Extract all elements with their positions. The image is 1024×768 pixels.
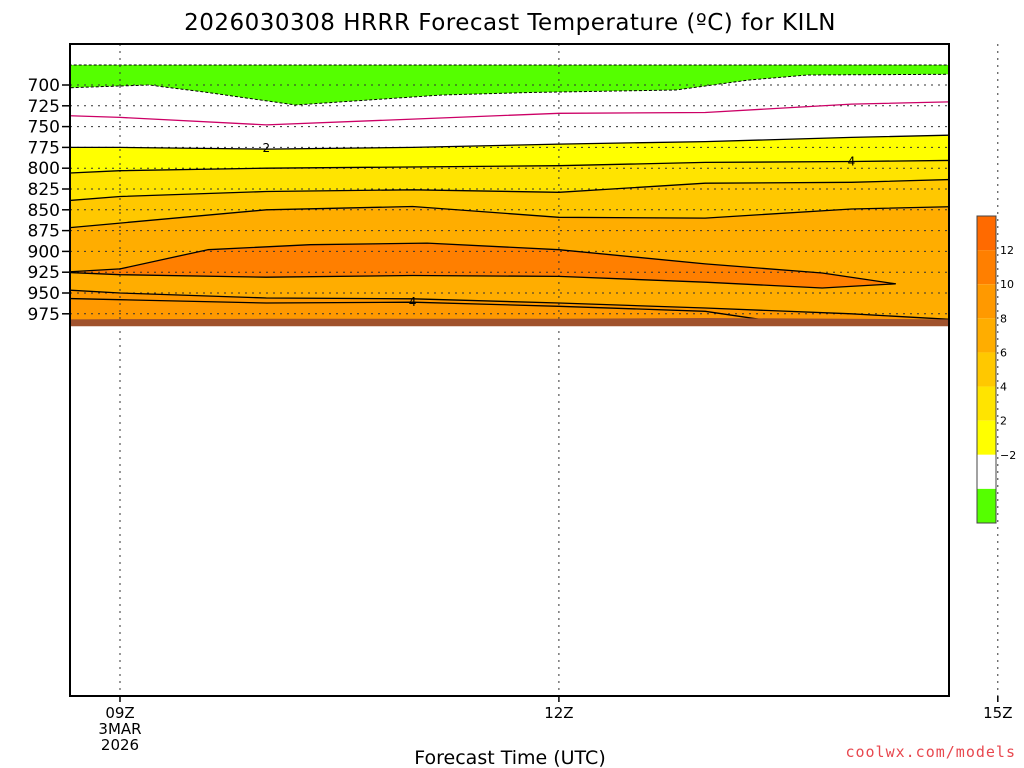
x-axis: 09Z3MAR202612Z15Z18Z21Z00Z4MAR — [98, 696, 1012, 754]
colorbar-tick-1: 10 — [1000, 278, 1014, 291]
y-tick-label-925: 925 — [28, 263, 60, 283]
isotherm-label-2-1-0: 2 — [262, 141, 270, 155]
ground-layer — [70, 318, 949, 327]
x-tick-label-9-0: 09Z — [105, 704, 134, 722]
y-tick-label-775: 775 — [28, 138, 60, 158]
y-tick-label-825: 825 — [28, 180, 60, 200]
isotherm-2-1 — [70, 134, 949, 150]
isotherm-label-4-5-0: 4 — [409, 295, 417, 309]
x-tick-label-9-2: 2026 — [101, 736, 139, 754]
isotherm-label-4-2-0: 4 — [848, 155, 856, 169]
y-tick-label-725: 725 — [28, 97, 60, 117]
colorbar-bin-8 — [977, 284, 996, 319]
x-tick-label-9-1: 3MAR — [98, 720, 141, 738]
y-tick-label-700: 700 — [28, 76, 60, 96]
colorbar-bin-10 — [977, 250, 996, 285]
colorbar-tick-4: 4 — [1000, 381, 1007, 394]
fill-region-band-8-10-b — [998, 210, 1024, 322]
colorbar-tick-0: 12 — [1000, 244, 1014, 257]
isotherm-4-5 — [70, 297, 779, 323]
ground-terrain — [70, 318, 949, 327]
chart-title: 2026030308 HRRR Forecast Temperature (ºC… — [184, 10, 836, 36]
colorbar-bin-2 — [977, 386, 996, 421]
isotherm-10-9 — [70, 242, 897, 289]
y-tick-label-975: 975 — [28, 305, 60, 325]
colorbar-bin-0 — [977, 420, 996, 455]
colorbar-tick-6: −2 — [1000, 449, 1016, 462]
y-tick-label-850: 850 — [28, 201, 60, 221]
colorbar-bin--4 — [977, 488, 996, 523]
colorbar-bin-6 — [977, 318, 996, 353]
colorbar-tick-2: 8 — [1000, 312, 1007, 325]
plot-frame — [69, 43, 950, 697]
y-tick-label-800: 800 — [28, 159, 60, 179]
site-credit: coolwx.com/models — [845, 743, 1016, 761]
temperature-fill-layer — [70, 44, 1024, 696]
isotherm-8-4 — [70, 205, 949, 229]
y-tick-label-875: 875 — [28, 222, 60, 242]
isotherm-layer: 224466841012 — [70, 101, 949, 323]
color-scale-legend: 12 10 8 6 4 2 −2 — [976, 215, 1016, 524]
colorbar-bin-12 — [977, 216, 996, 251]
isotherm-8-6 — [70, 289, 949, 320]
x-tick-label-15-0: 15Z — [983, 704, 1012, 722]
y-tick-label-950: 950 — [28, 284, 60, 304]
x-tick-label-12-0: 12Z — [544, 704, 573, 722]
y-tick-label-750: 750 — [28, 118, 60, 138]
fill-region-green — [70, 65, 949, 105]
colorbar-tick-3: 6 — [1000, 346, 1007, 359]
colorbar-tick-5: 2 — [1000, 415, 1007, 428]
isotherm-6-3 — [70, 178, 949, 202]
colorbar-bin-4 — [977, 352, 996, 387]
colorbar-bin--2 — [977, 454, 996, 489]
colorbar-frame — [976, 215, 997, 524]
isotherm-−2-0 — [70, 101, 949, 126]
isotherm-4-2 — [70, 159, 949, 174]
y-tick-label-900: 900 — [28, 242, 60, 262]
x-axis-label: Forecast Time (UTC) — [414, 747, 605, 768]
